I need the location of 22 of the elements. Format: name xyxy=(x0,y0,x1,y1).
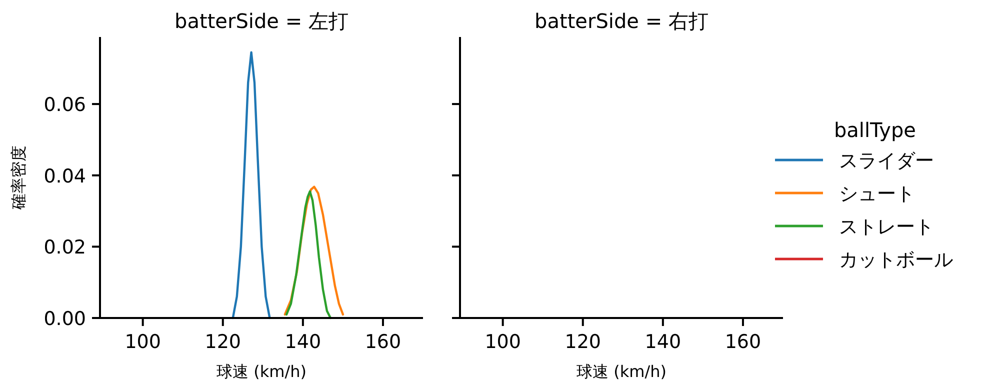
y-axis-title: 確率密度 xyxy=(9,146,28,210)
legend-label: シュート xyxy=(839,183,915,205)
x-tick-label: 120 xyxy=(204,331,242,353)
y-tick-label: 0.02 xyxy=(44,236,86,259)
chart-title: batterSide = 左打 xyxy=(174,9,348,33)
legend-label: ストレート xyxy=(839,216,934,238)
x-tick-label: 160 xyxy=(364,331,402,353)
x-tick-label: 140 xyxy=(644,331,682,353)
legend-label: スライダー xyxy=(839,150,934,172)
x-axis-title: 球速 (km/h) xyxy=(576,362,666,381)
chart-title: batterSide = 右打 xyxy=(534,9,708,33)
x-axis-title: 球速 (km/h) xyxy=(216,362,306,381)
y-tick-label: 0.00 xyxy=(44,308,86,330)
y-tick-label: 0.04 xyxy=(44,165,86,188)
x-tick-label: 140 xyxy=(284,331,322,353)
legend-label: カットボール xyxy=(839,249,953,271)
x-tick-label: 120 xyxy=(564,331,602,353)
y-tick-label: 0.06 xyxy=(44,94,86,116)
legend-title: ballType xyxy=(834,118,916,142)
x-tick-label: 160 xyxy=(724,331,762,353)
x-tick-label: 100 xyxy=(124,331,161,353)
x-tick-label: 100 xyxy=(484,331,521,353)
